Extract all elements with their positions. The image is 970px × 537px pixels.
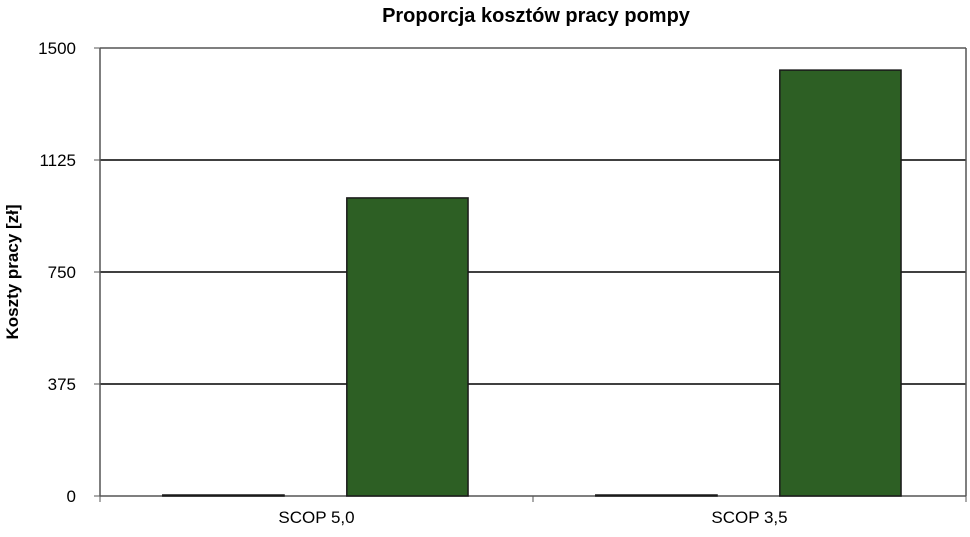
y-tick-label: 375 bbox=[48, 375, 76, 394]
bar bbox=[162, 494, 285, 497]
bar bbox=[595, 494, 718, 497]
y-tick-label: 1500 bbox=[38, 39, 76, 58]
y-tick-label: 1125 bbox=[39, 151, 76, 170]
bar bbox=[779, 69, 902, 497]
plot-area: 0 375 750 1125 1500 SCOP 5,0 SCOP 3,5 bbox=[38, 39, 967, 527]
y-tick-label: 750 bbox=[48, 263, 76, 282]
bar bbox=[346, 197, 469, 497]
x-tick-label: SCOP 5,0 bbox=[278, 508, 354, 527]
y-axis-label: Koszty pracy [zł] bbox=[3, 204, 22, 339]
y-tick-label: 0 bbox=[67, 487, 76, 506]
x-tick-label: SCOP 3,5 bbox=[711, 508, 787, 527]
chart-title: Proporcja kosztów pracy pompy bbox=[382, 5, 691, 27]
